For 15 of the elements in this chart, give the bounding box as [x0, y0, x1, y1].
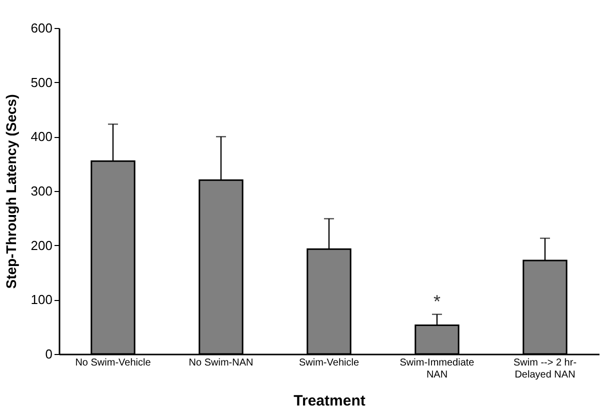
x-tick-label: Swim-Vehicle: [298, 358, 360, 368]
x-tick-label: Swim --> 2 hr-Delayed NAN: [513, 358, 577, 380]
x-axis-title: Treatment: [294, 392, 366, 410]
y-tick-label: 100: [30, 292, 52, 308]
x-tick-label: No Swim-NAN: [188, 358, 254, 368]
x-tick-label: No Swim-Vehicle: [75, 358, 152, 368]
y-tick-label: 200: [30, 238, 52, 253]
annotation: *: [433, 291, 441, 312]
y-tick-label: 0: [45, 346, 52, 362]
y-tick-label: 400: [30, 129, 52, 144]
y-tick-label: 600: [30, 20, 52, 36]
y-axis-title: Step-Through Latency (Secs): [2, 94, 19, 289]
x-tick-label: Swim-Immediate NAN: [400, 358, 475, 380]
y-tick-label: 500: [30, 74, 52, 90]
y-tick-label: 300: [30, 184, 52, 198]
